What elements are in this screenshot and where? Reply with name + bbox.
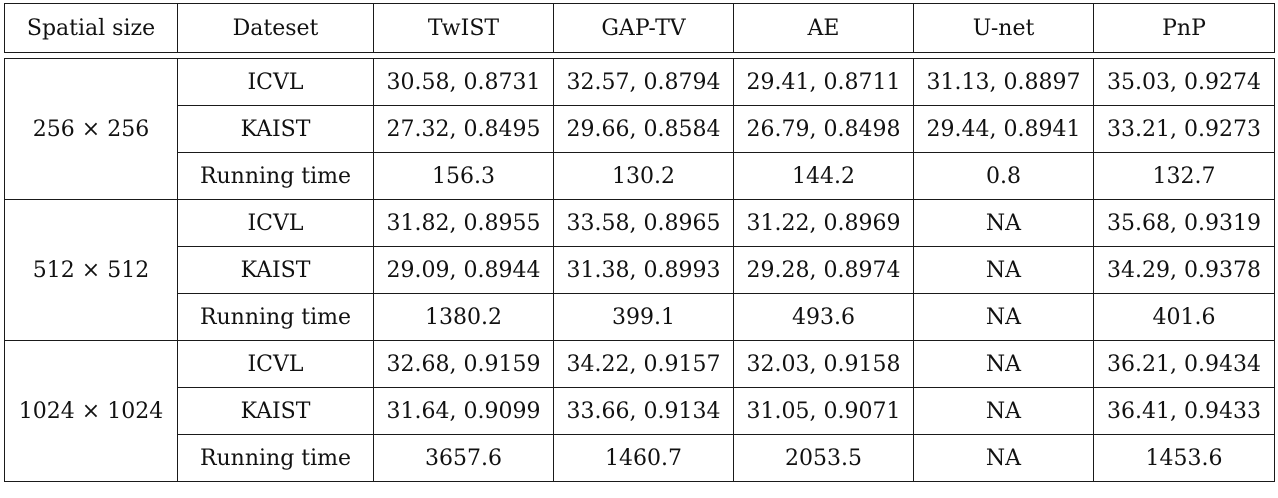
header-cell-u-net: U-net	[913, 3, 1094, 53]
value-cell: 29.09, 0.8944	[373, 246, 554, 294]
value-cell: 493.6	[733, 293, 914, 341]
value-cell: 130.2	[553, 152, 734, 200]
value-cell: 33.66, 0.9134	[553, 387, 734, 435]
value-cell: 132.7	[1093, 152, 1275, 200]
value-cell: NA	[913, 387, 1094, 435]
value-cell: 32.57, 0.8794	[553, 58, 734, 106]
value-cell: 36.21, 0.9434	[1093, 340, 1275, 388]
dataset-cell: KAIST	[177, 105, 374, 153]
header-cell-gap-tv: GAP-TV	[553, 3, 734, 53]
table-row: Running time 3657.6 1460.7 2053.5 NA 145…	[5, 434, 1275, 482]
dataset-cell: ICVL	[177, 58, 374, 106]
value-cell: 32.03, 0.9158	[733, 340, 914, 388]
dataset-cell: Running time	[177, 152, 374, 200]
dataset-cell: Running time	[177, 293, 374, 341]
value-cell: 35.68, 0.9319	[1093, 199, 1275, 247]
table-row: KAIST 31.64, 0.9099 33.66, 0.9134 31.05,…	[5, 387, 1275, 435]
value-cell: 34.22, 0.9157	[553, 340, 734, 388]
value-cell: 156.3	[373, 152, 554, 200]
value-cell: 29.41, 0.8711	[733, 58, 914, 106]
value-cell: 1453.6	[1093, 434, 1275, 482]
spatial-size-cell: 1024 × 1024	[4, 340, 178, 482]
value-cell: 29.28, 0.8974	[733, 246, 914, 294]
value-cell: 1380.2	[373, 293, 554, 341]
value-cell: 30.58, 0.8731	[373, 58, 554, 106]
value-cell: 3657.6	[373, 434, 554, 482]
value-cell: 1460.7	[553, 434, 734, 482]
table-row: Running time 1380.2 399.1 493.6 NA 401.6	[5, 293, 1275, 341]
table-row: KAIST 29.09, 0.8944 31.38, 0.8993 29.28,…	[5, 246, 1275, 294]
value-cell: NA	[913, 246, 1094, 294]
value-cell: 31.82, 0.8955	[373, 199, 554, 247]
header-cell-twist: TwIST	[373, 3, 554, 53]
value-cell: 401.6	[1093, 293, 1275, 341]
value-cell: 2053.5	[733, 434, 914, 482]
table-row: Running time 156.3 130.2 144.2 0.8 132.7	[5, 152, 1275, 200]
value-cell: 36.41, 0.9433	[1093, 387, 1275, 435]
header-cell-ae: AE	[733, 3, 914, 53]
table-row: 256 × 256 ICVL 30.58, 0.8731 32.57, 0.87…	[4, 58, 1275, 200]
value-cell: 29.44, 0.8941	[913, 105, 1094, 153]
value-cell: 31.13, 0.8897	[913, 58, 1094, 106]
dataset-cell: KAIST	[177, 387, 374, 435]
value-cell: 144.2	[733, 152, 914, 200]
value-cell: NA	[913, 340, 1094, 388]
value-cell: 0.8	[913, 152, 1094, 200]
dataset-cell: ICVL	[177, 340, 374, 388]
header-cell-dataset: Dateset	[177, 3, 374, 53]
table-row: 1024 × 1024 ICVL 32.68, 0.9159 34.22, 0.…	[4, 340, 1275, 482]
results-table: Spatial size Dateset TwIST GAP-TV AE U-n…	[4, 3, 1275, 482]
value-cell: 399.1	[553, 293, 734, 341]
value-cell: 33.21, 0.9273	[1093, 105, 1275, 153]
value-cell: 35.03, 0.9274	[1093, 58, 1275, 106]
value-cell: 31.38, 0.8993	[553, 246, 734, 294]
table-row: KAIST 27.32, 0.8495 29.66, 0.8584 26.79,…	[5, 105, 1275, 153]
value-cell: NA	[913, 293, 1094, 341]
value-cell: 31.22, 0.8969	[733, 199, 914, 247]
value-cell: 27.32, 0.8495	[373, 105, 554, 153]
value-cell: 31.05, 0.9071	[733, 387, 914, 435]
dataset-cell: ICVL	[177, 199, 374, 247]
dataset-cell: KAIST	[177, 246, 374, 294]
value-cell: 32.68, 0.9159	[373, 340, 554, 388]
header-cell-pnp: PnP	[1093, 3, 1275, 53]
value-cell: 26.79, 0.8498	[733, 105, 914, 153]
value-cell: 33.58, 0.8965	[553, 199, 734, 247]
spatial-size-cell: 256 × 256	[4, 58, 178, 200]
header-cell-spatial-size: Spatial size	[4, 3, 178, 53]
dataset-cell: Running time	[177, 434, 374, 482]
spatial-size-cell: 512 × 512	[4, 199, 178, 341]
header-row: Spatial size Dateset TwIST GAP-TV AE U-n…	[4, 3, 1275, 53]
value-cell: NA	[913, 434, 1094, 482]
value-cell: 34.29, 0.9378	[1093, 246, 1275, 294]
value-cell: 31.64, 0.9099	[373, 387, 554, 435]
value-cell: NA	[913, 199, 1094, 247]
value-cell: 29.66, 0.8584	[553, 105, 734, 153]
table-row: 512 × 512 ICVL 31.82, 0.8955 33.58, 0.89…	[4, 199, 1275, 341]
